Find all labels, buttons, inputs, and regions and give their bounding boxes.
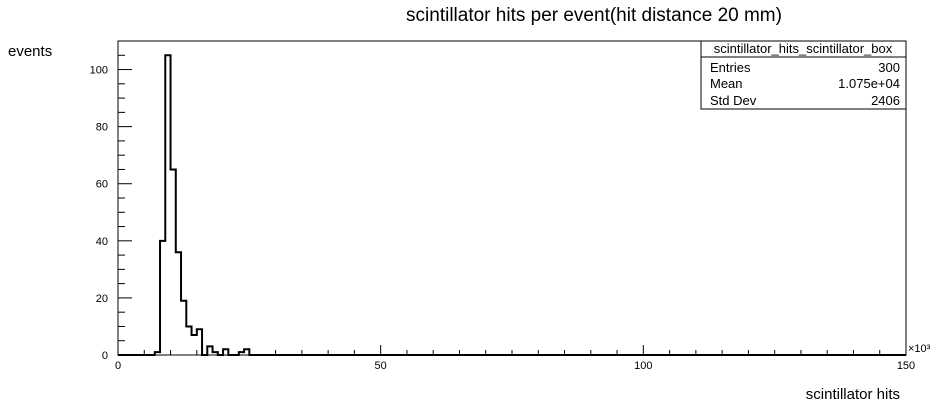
x-axis-label: scintillator hits [806, 386, 900, 403]
x-tick-label: 150 [897, 360, 915, 372]
chart-title: scintillator hits per event(hit distance… [406, 5, 782, 26]
y-tick-label: 100 [90, 65, 108, 77]
x-tick-label: 100 [634, 360, 652, 372]
axis-ticks: 0 20 40 60 80 100 0 50 100 150 [90, 40, 915, 372]
stats-label-stddev: Std Dev [710, 93, 757, 108]
histogram-outline [118, 54, 906, 356]
stats-value-stddev: 2406 [871, 93, 900, 108]
stats-box-frame [700, 40, 907, 110]
y-axis-label: events [8, 43, 52, 60]
stats-value-mean: 1.075e+04 [838, 76, 900, 91]
y-tick-label: 40 [96, 236, 108, 248]
stats-box: scintillator_hits_scintillator_box Entri… [700, 40, 907, 110]
stats-box-title: scintillator_hits_scintillator_box [714, 41, 893, 56]
stats-label-entries: Entries [710, 60, 751, 75]
y-tick-label: 80 [96, 122, 108, 134]
x-multiplier-label: ×10³ [908, 343, 931, 355]
stats-label-mean: Mean [710, 76, 743, 91]
y-tick-label: 0 [102, 350, 108, 362]
y-tick-label: 20 [96, 293, 108, 305]
x-tick-label: 50 [375, 360, 387, 372]
y-tick-label: 60 [96, 179, 108, 191]
x-tick-label: 0 [115, 360, 121, 372]
stats-value-entries: 300 [878, 60, 900, 75]
